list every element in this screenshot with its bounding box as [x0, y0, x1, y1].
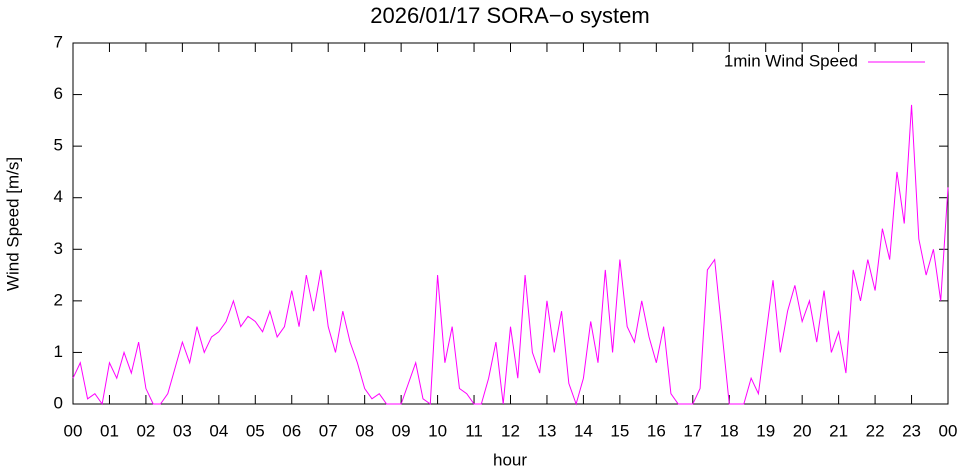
y-tick-label: 7: [54, 32, 63, 51]
x-tick-label: 03: [173, 421, 192, 440]
x-tick-label: 21: [829, 421, 848, 440]
y-axis-label: Wind Speed [m/s]: [3, 157, 22, 291]
y-tick-label: 3: [54, 239, 63, 258]
x-tick-label: 10: [428, 421, 447, 440]
line-series: [72, 104, 949, 406]
x-tick-label: 22: [866, 421, 885, 440]
y-tick-label: 0: [54, 393, 63, 412]
y-tick-label: 2: [54, 290, 63, 309]
x-tick-label: 00: [64, 421, 83, 440]
x-tick-label: 08: [355, 421, 374, 440]
chart-title: 2026/01/17 SORA−o system: [370, 3, 649, 28]
y-tick-label: 4: [54, 187, 63, 206]
legend-label: 1min Wind Speed: [724, 51, 858, 70]
x-tick-label: 06: [282, 421, 301, 440]
plot-frame: [72, 42, 949, 405]
x-tick-label: 02: [136, 421, 155, 440]
x-tick-label: 14: [574, 421, 593, 440]
x-tick-label: 18: [720, 421, 739, 440]
x-tick-label: 23: [902, 421, 921, 440]
x-tick-label: 07: [319, 421, 338, 440]
x-tick-label: 15: [610, 421, 629, 440]
x-tick-label: 12: [501, 421, 520, 440]
x-tick-label: 04: [209, 421, 228, 440]
x-axis-label: hour: [493, 450, 527, 469]
x-tick-label: 00: [939, 421, 958, 440]
x-tick-label: 09: [392, 421, 411, 440]
y-tick-label: 5: [54, 136, 63, 155]
x-tick-label: 19: [756, 421, 775, 440]
x-tick-label: 13: [537, 421, 556, 440]
x-tick-label: 11: [465, 421, 483, 440]
x-tick-label: 16: [647, 421, 666, 440]
x-tick-label: 20: [793, 421, 812, 440]
x-tick-label: 05: [246, 421, 265, 440]
x-tick-label: 01: [100, 421, 119, 440]
y-tick-label: 1: [54, 342, 63, 361]
y-tick-label: 6: [54, 84, 63, 103]
x-tick-label: 17: [683, 421, 702, 440]
